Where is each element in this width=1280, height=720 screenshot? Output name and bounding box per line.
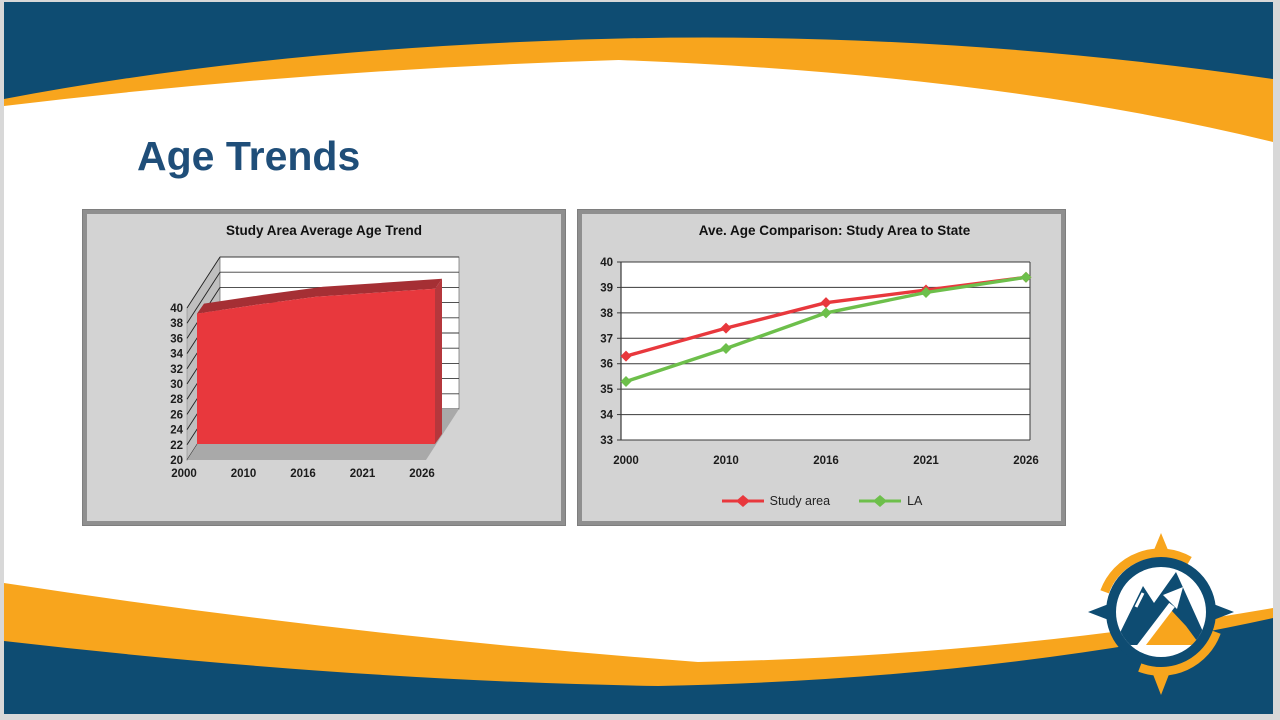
logo-mountains — [1116, 572, 1206, 654]
logo-mountain-orange — [1141, 610, 1200, 645]
svg-text:26: 26 — [170, 409, 183, 421]
svg-text:2021: 2021 — [350, 468, 376, 480]
logo-arrow-head — [1163, 587, 1183, 609]
svg-text:2016: 2016 — [290, 468, 316, 480]
svg-text:40: 40 — [600, 257, 613, 269]
chart-title-study-area-trend: Study Area Average Age Trend — [225, 223, 423, 238]
svg-text:2016: 2016 — [813, 455, 839, 467]
legend-item-la: LA — [858, 494, 922, 508]
svg-text:2010: 2010 — [713, 455, 739, 467]
svg-text:2000: 2000 — [613, 455, 639, 467]
svg-text:2010: 2010 — [231, 468, 257, 480]
svg-text:38: 38 — [600, 308, 613, 320]
svg-text:34: 34 — [170, 349, 183, 361]
chart-legend: Study area LA — [582, 494, 1061, 508]
svg-text:2026: 2026 — [1013, 455, 1039, 467]
legend-label-la: LA — [907, 494, 923, 508]
svg-text:36: 36 — [170, 333, 183, 345]
svg-text:24: 24 — [170, 425, 183, 437]
svg-text:33: 33 — [600, 435, 613, 447]
svg-text:32: 32 — [170, 364, 183, 376]
chart-title-age-comparison: Ave. Age Comparison: Study Area to State — [698, 223, 971, 238]
svg-text:2021: 2021 — [913, 455, 939, 467]
slide: Age Trends 20 22 24 26 28 30 32 34 36 38 40 2000 201… — [4, 2, 1273, 714]
bottom-swoosh-navy-band — [4, 618, 1273, 714]
top-swoosh-navy-band — [4, 2, 1273, 99]
svg-text:20: 20 — [170, 455, 183, 467]
logo-arrow-shaft — [1134, 602, 1175, 654]
svg-text:28: 28 — [170, 394, 183, 406]
svg-text:30: 30 — [170, 379, 183, 391]
logo-north-point — [1149, 533, 1173, 562]
svg-text:39: 39 — [600, 282, 613, 294]
legend-label-study-area: Study area — [769, 494, 831, 508]
svg-text:2026: 2026 — [409, 468, 435, 480]
legend-marker-study-area — [721, 495, 764, 507]
logo-orange-arc-bottom — [1138, 630, 1221, 676]
logo-snow-detail — [1134, 592, 1145, 608]
age-comparison-line-chart: 33 34 35 36 37 38 39 40 2000 2010 2016 2021 2026 — [600, 257, 1039, 467]
logo-orange-arc-top — [1100, 548, 1192, 594]
chart-panel-study-area-trend: 20 22 24 26 28 30 32 34 36 38 40 2000 2010 2016 2021 20… — [83, 210, 565, 525]
legend-item-study-area: Study area — [721, 494, 830, 508]
svg-text:22: 22 — [170, 440, 183, 452]
svg-text:37: 37 — [600, 333, 613, 345]
chart-panel-age-comparison: 33 34 35 36 37 38 39 40 2000 2010 2016 2021 2026 Ave… — [578, 210, 1065, 525]
compass-mountain-logo-icon — [1088, 533, 1234, 695]
bottom-swoosh-decoration — [4, 583, 1273, 714]
svg-text:34: 34 — [600, 410, 613, 422]
svg-text:40: 40 — [170, 303, 183, 315]
svg-text:35: 35 — [600, 384, 613, 396]
svg-text:36: 36 — [600, 359, 613, 371]
svg-text:2000: 2000 — [171, 468, 197, 480]
svg-text:38: 38 — [170, 318, 183, 330]
logo-south-point — [1149, 664, 1173, 695]
legend-marker-la — [859, 495, 902, 507]
study-area-3d-area-chart: 20 22 24 26 28 30 32 34 36 38 40 2000 2010 2016 2021 20… — [170, 255, 460, 480]
top-swoosh-decoration — [4, 2, 1273, 142]
page-title: Age Trends — [137, 133, 361, 180]
